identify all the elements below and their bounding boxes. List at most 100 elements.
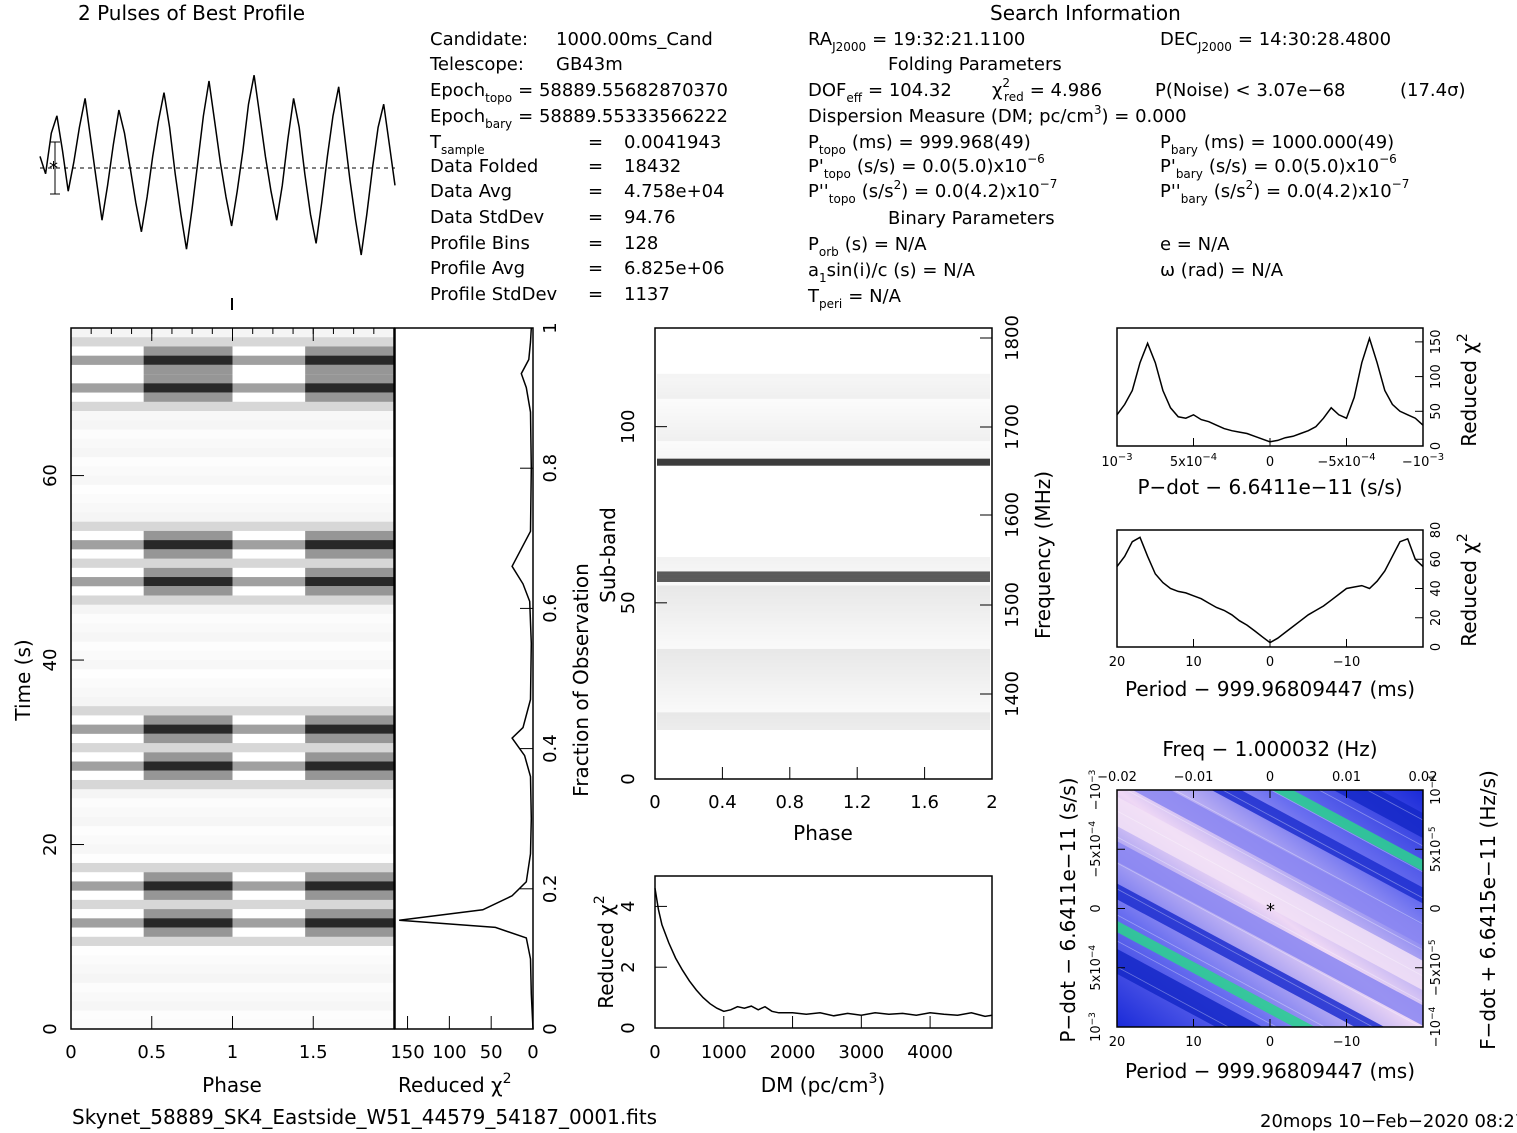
tp-pulse bbox=[143, 724, 233, 735]
tp-pulse bbox=[143, 761, 233, 772]
sb-row bbox=[657, 581, 990, 586]
tp-pulse bbox=[305, 715, 394, 726]
period-chi2-trace bbox=[1116, 536, 1424, 644]
tp-cell bbox=[71, 687, 233, 698]
period-frame bbox=[1116, 529, 1424, 648]
tp-cell bbox=[232, 604, 394, 615]
sb-row bbox=[657, 609, 990, 614]
tp-cell bbox=[71, 779, 233, 790]
sb-row bbox=[657, 391, 990, 396]
sb-row bbox=[657, 419, 990, 424]
sb-row bbox=[657, 557, 990, 561]
sb-row bbox=[657, 652, 990, 656]
best-fit-marker: * bbox=[1266, 900, 1275, 921]
tp-cell bbox=[71, 475, 233, 486]
tp-pulse bbox=[305, 383, 394, 394]
tp-x-label: 0 bbox=[65, 1042, 76, 1063]
tp-cell bbox=[71, 494, 233, 504]
tp-cell bbox=[232, 447, 394, 458]
sb-row bbox=[657, 405, 990, 410]
sb-row bbox=[657, 588, 990, 593]
tp-cell bbox=[71, 826, 233, 836]
sb-row bbox=[657, 560, 990, 565]
pp-contour bbox=[1117, 836, 1423, 1003]
sb-row bbox=[657, 394, 990, 399]
sb-row bbox=[657, 401, 990, 406]
omega-value: ω (rad) = N/A bbox=[1160, 260, 1284, 281]
sb-x-label: 1.6 bbox=[910, 792, 939, 813]
sb-y2-label: 1800 bbox=[1002, 315, 1023, 361]
tp-cell bbox=[232, 899, 394, 910]
sb-y-label: 0 bbox=[618, 773, 639, 784]
pp-contour bbox=[1366, 790, 1423, 821]
tp-cell bbox=[71, 401, 233, 412]
tp-cell bbox=[232, 429, 394, 440]
sb-row bbox=[657, 426, 990, 431]
tp-cell bbox=[71, 669, 233, 679]
tp-cell bbox=[71, 632, 233, 643]
tp-cell bbox=[71, 798, 233, 809]
pd-y-label: 0 bbox=[1429, 442, 1444, 450]
tp-cell bbox=[232, 835, 394, 846]
tp-cell bbox=[71, 420, 233, 430]
pc-y-label: 40 bbox=[1429, 580, 1444, 597]
filename: Skynet_58889_SK4_Eastside_W51_44579_5418… bbox=[72, 1105, 657, 1129]
pd-y-label: 150 bbox=[1429, 329, 1444, 354]
tp-cell bbox=[71, 337, 233, 347]
pp-y2-label: −5x10−5 bbox=[1428, 939, 1444, 996]
sb-row bbox=[657, 638, 990, 642]
tp-cell bbox=[232, 623, 394, 633]
sb-y-label: 50 bbox=[618, 591, 639, 614]
sb-row bbox=[657, 574, 990, 579]
tp-pulse bbox=[305, 872, 394, 882]
tp-cell bbox=[232, 494, 394, 504]
sb-row bbox=[657, 447, 990, 452]
pp-x-label: 0 bbox=[1266, 1035, 1274, 1050]
sb-y2-label: 1400 bbox=[1002, 671, 1023, 717]
tp-cell bbox=[71, 558, 233, 569]
tp-cell bbox=[232, 807, 394, 818]
ecc-value: e = N/A bbox=[1160, 234, 1230, 255]
info-row-6: Data Avg = 4.758e+04 bbox=[430, 181, 725, 202]
subband-phase-label: Phase bbox=[793, 821, 853, 845]
tp-pulse bbox=[305, 577, 394, 587]
sb-row bbox=[657, 645, 990, 649]
tp-pulse bbox=[143, 567, 233, 578]
pp-y-label: 0 bbox=[1089, 904, 1104, 912]
pp-stripe bbox=[1211, 790, 1423, 904]
sb-row bbox=[657, 595, 990, 600]
tp-cell bbox=[232, 1001, 394, 1012]
tp-cell bbox=[232, 779, 394, 790]
sb-row bbox=[657, 701, 990, 706]
pp-stripe bbox=[1117, 841, 1423, 1026]
sb-row bbox=[657, 440, 990, 445]
tp-cell bbox=[232, 337, 394, 347]
pp-x2-label: 0 bbox=[1266, 770, 1274, 785]
sb-row bbox=[657, 578, 990, 582]
tp-cell bbox=[71, 457, 233, 467]
sb-row bbox=[657, 683, 990, 688]
pp-contour bbox=[1117, 888, 1374, 1027]
sb-row bbox=[657, 627, 990, 632]
tp-x-label: 1.5 bbox=[299, 1042, 328, 1063]
info-search: RAJ2000 = 19:32:21.1100 DECJ2000 = 14:30:2… bbox=[807, 29, 1466, 311]
tp-pulse bbox=[143, 890, 233, 901]
pd-x-label: 10−3 bbox=[1101, 452, 1132, 470]
tp-pulse bbox=[305, 724, 394, 735]
dm-chi2-trace bbox=[654, 888, 993, 1018]
tp-pulse bbox=[143, 586, 233, 596]
pdtopo-value: P'topo (s/s) = 0.0(5.0)x10−6 bbox=[808, 152, 1045, 181]
tp-pulse bbox=[305, 540, 394, 550]
tp-cell bbox=[232, 613, 394, 624]
time-chi2-frame bbox=[394, 327, 534, 1030]
tp-cell bbox=[71, 595, 233, 606]
tp-cell bbox=[232, 503, 394, 513]
period-chi2-axis-label: Reduced χ2 bbox=[1455, 533, 1481, 647]
tp-cell bbox=[71, 789, 233, 799]
info-row-4: Tsample = 0.0041943 bbox=[429, 132, 721, 157]
tp-cell bbox=[71, 484, 233, 495]
tp-cell bbox=[71, 466, 233, 477]
pp-y-label: −5x10−4 bbox=[1088, 821, 1104, 878]
time-phase-image bbox=[71, 328, 394, 1030]
